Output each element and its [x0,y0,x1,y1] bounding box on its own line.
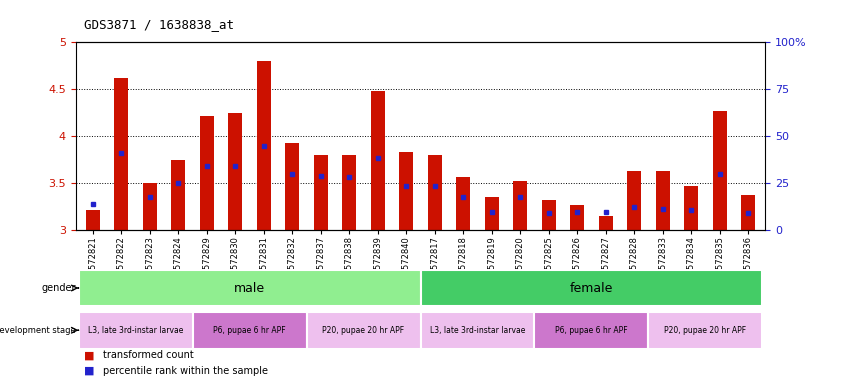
Text: male: male [234,281,265,295]
Bar [570,205,584,230]
Text: P20, pupae 20 hr APF: P20, pupae 20 hr APF [322,326,405,335]
Bar [599,216,613,230]
Bar [648,312,763,349]
Bar [314,155,328,230]
Bar [656,171,669,230]
Text: L3, late 3rd-instar larvae: L3, late 3rd-instar larvae [87,326,183,335]
Text: P6, pupae 6 hr APF: P6, pupae 6 hr APF [214,326,286,335]
Text: female: female [570,281,613,295]
Bar [199,116,214,230]
Bar [542,200,556,230]
Text: ■: ■ [84,350,94,360]
Text: development stage: development stage [0,326,76,335]
Bar [342,155,357,230]
Bar [741,195,755,230]
Bar [420,270,763,306]
Bar [420,312,535,349]
Bar [535,312,648,349]
Text: P6, pupae 6 hr APF: P6, pupae 6 hr APF [555,326,627,335]
Bar [86,210,100,230]
Bar [513,182,527,230]
Text: P20, pupae 20 hr APF: P20, pupae 20 hr APF [664,326,747,335]
Text: gender: gender [41,283,76,293]
Bar [228,113,242,230]
Bar [172,160,185,230]
Text: percentile rank within the sample: percentile rank within the sample [103,366,267,376]
Text: ■: ■ [84,366,94,376]
Bar [114,78,129,230]
Bar [456,177,470,230]
Bar [193,312,306,349]
Bar [371,91,385,230]
Bar [143,184,157,230]
Text: GDS3871 / 1638838_at: GDS3871 / 1638838_at [84,18,234,31]
Bar [684,186,698,230]
Text: transformed count: transformed count [103,350,193,360]
Bar [484,197,499,230]
Text: L3, late 3rd-instar larvae: L3, late 3rd-instar larvae [430,326,525,335]
Bar [78,270,420,306]
Bar [306,312,420,349]
Bar [627,171,642,230]
Bar [285,143,299,230]
Bar [257,61,271,230]
Bar [427,155,442,230]
Bar [399,152,414,230]
Bar [78,312,193,349]
Bar [712,111,727,230]
